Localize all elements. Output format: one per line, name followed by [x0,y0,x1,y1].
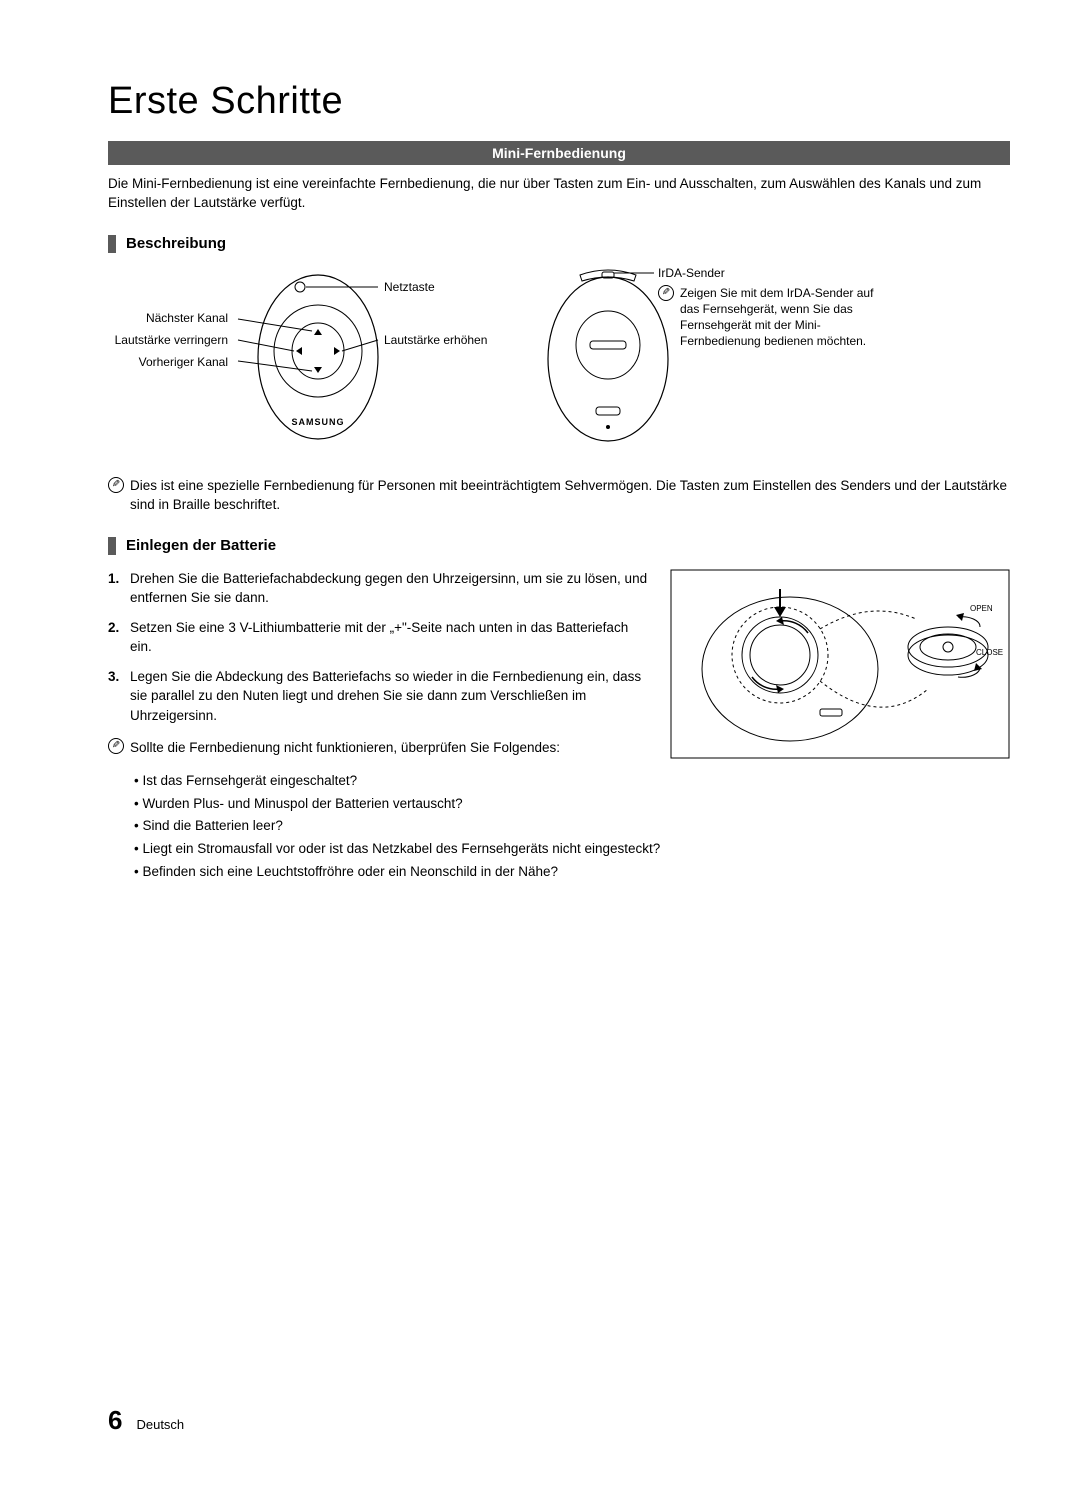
irda-note: Zeigen Sie mit dem IrDA-Sender auf das F… [658,285,878,350]
page-footer: 6 Deutsch [108,1405,184,1436]
description-diagram: SAMSUNG Nächster Kanal Lautstärke verrin… [108,267,1010,447]
label-next-channel: Nächster Kanal [146,311,228,325]
svg-text:OPEN: OPEN [970,604,993,613]
label-vol-up: Lautstärke erhöhen [384,333,487,347]
battery-figure: OPEN CLOSE [670,569,1010,764]
language-label: Deutsch [136,1417,184,1432]
list-item: Wurden Plus- und Minuspol der Batterien … [134,793,1010,816]
troubleshoot-list: Ist das Fernsehgerät eingeschaltet? Wurd… [134,770,1010,885]
note-icon [658,285,680,350]
irda-note-text: Zeigen Sie mit dem IrDA-Sender auf das F… [680,285,878,350]
list-item: Liegt ein Stromausfall vor oder ist das … [134,838,1010,861]
remote-back-figure: IrDA-Sender Zeigen Sie mit dem IrDA-Send… [528,267,1010,447]
troubleshoot-intro: Sollte die Fernbedienung nicht funktioni… [130,738,560,758]
note-icon [108,738,130,758]
list-item: 1.Drehen Sie die Batteriefachabdeckung g… [108,569,650,608]
page-number: 6 [108,1405,122,1436]
subhead-battery: Einlegen der Batterie [126,537,276,554]
list-item: Ist das Fernsehgerät eingeschaltet? [134,770,1010,793]
list-item: 2.Setzen Sie eine 3 V-Lithiumbatterie mi… [108,618,650,657]
list-item: Befinden sich eine Leuchtstoffröhre oder… [134,861,1010,884]
label-power: Netztaste [384,280,435,294]
battery-steps: 1.Drehen Sie die Batteriefachabdeckung g… [108,569,650,726]
svg-text:SAMSUNG: SAMSUNG [291,417,344,427]
label-prev-channel: Vorheriger Kanal [139,355,228,369]
note-icon [108,477,130,515]
section-bar: Mini-Fernbedienung [108,141,1010,165]
svg-text:CLOSE: CLOSE [976,648,1003,657]
troubleshoot-note: Sollte die Fernbedienung nicht funktioni… [108,738,650,758]
label-irda: IrDA-Sender [658,266,725,280]
subhead-description: Beschreibung [126,235,226,252]
subhead-marker [108,235,116,253]
intro-text: Die Mini-Fernbedienung ist eine vereinfa… [108,175,1010,213]
label-vol-down: Lautstärke verringern [115,333,228,347]
subhead-marker [108,537,116,555]
remote-front-figure: SAMSUNG Nächster Kanal Lautstärke verrin… [108,267,508,447]
list-item: Sind die Batterien leer? [134,815,1010,838]
list-item: 3.Legen Sie die Abdeckung des Batteriefa… [108,667,650,726]
accessibility-note-text: Dies ist eine spezielle Fernbedienung fü… [130,477,1010,515]
page-title: Erste Schritte [108,80,1010,123]
accessibility-note: Dies ist eine spezielle Fernbedienung fü… [108,477,1010,515]
